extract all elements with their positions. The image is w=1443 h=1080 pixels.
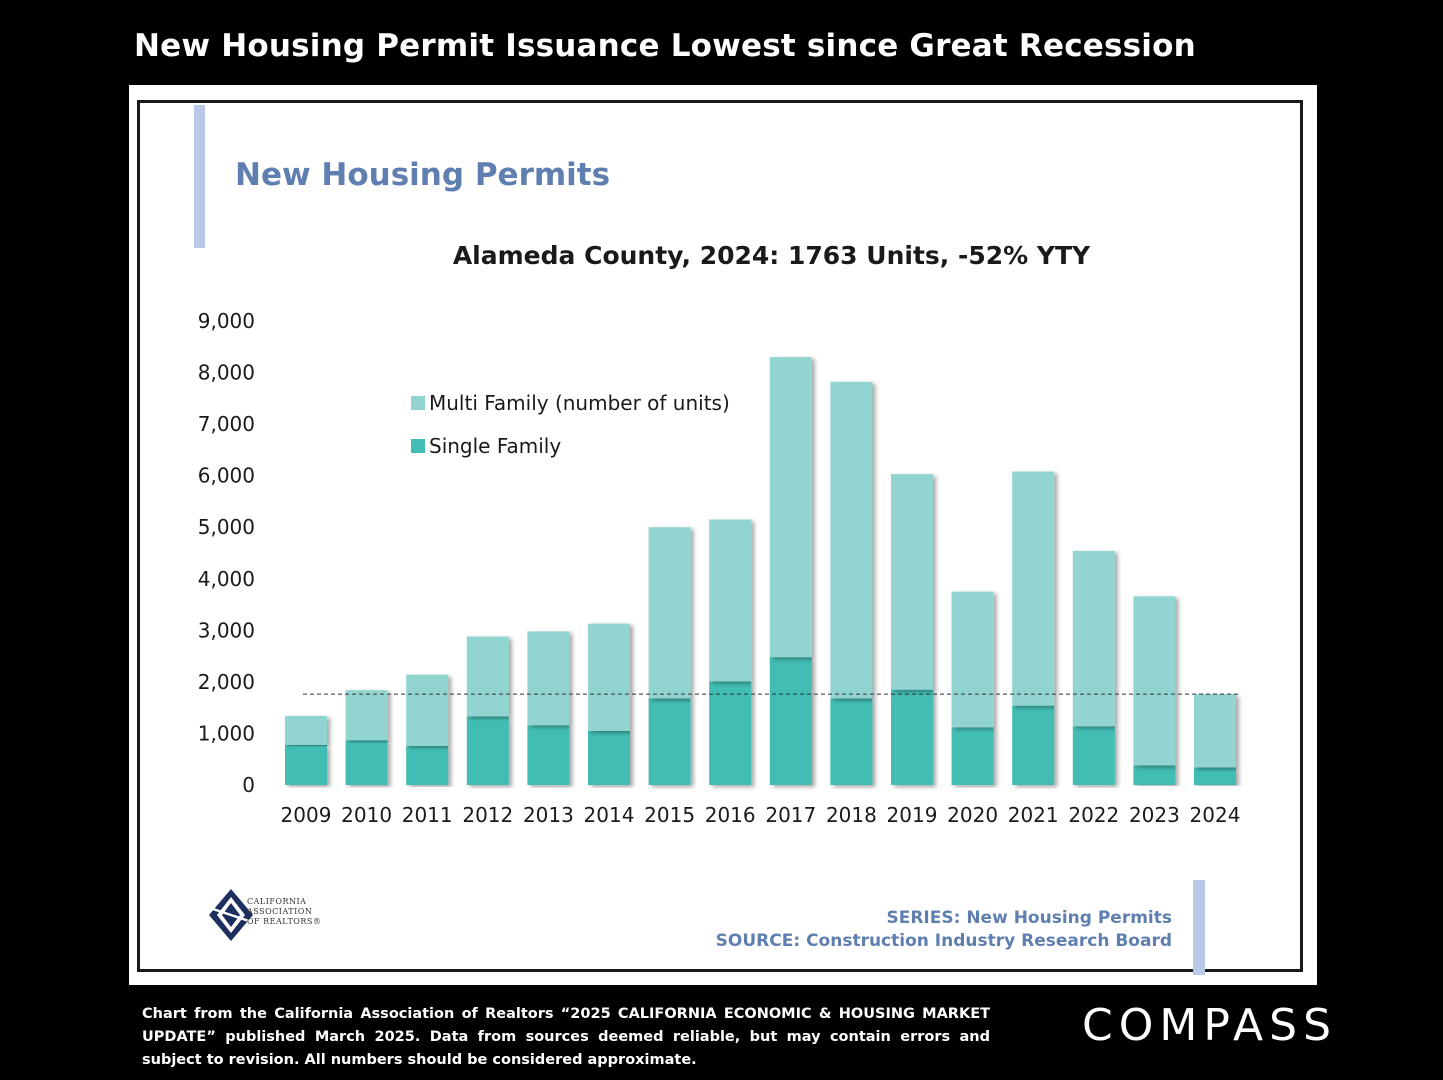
- bar-segment: [830, 381, 873, 699]
- bar-segment: [1012, 705, 1055, 785]
- bar-segment: [588, 730, 630, 785]
- bar-segment: [951, 591, 994, 728]
- x-tick-label: 2019: [887, 803, 938, 827]
- bar-segment: [951, 727, 994, 785]
- page-headline: New Housing Permit Issuance Lowest since…: [134, 28, 1196, 64]
- slide-title: New Housing Permits: [235, 157, 611, 193]
- x-tick-label: 2011: [402, 803, 453, 827]
- bar-segment: [1072, 550, 1115, 727]
- accent-bar-bottom: [1193, 880, 1205, 975]
- bar-segment: [1133, 596, 1176, 766]
- bar-segment: [891, 474, 933, 690]
- legend-swatch: [411, 439, 425, 453]
- slide-panel: New Housing Permits Alameda County, 2024…: [129, 85, 1317, 985]
- bar-segment: [1133, 765, 1176, 785]
- y-tick-label: 5,000: [198, 515, 255, 539]
- bar-segment: [285, 715, 327, 745]
- bar-segment: [1012, 471, 1055, 706]
- x-tick-label: 2021: [1008, 803, 1059, 827]
- bar-segment: [406, 674, 449, 746]
- bar-segment: [709, 681, 752, 785]
- x-axis: 2009 2010 2011 2012 2013 2014 2015 2016 2017 2018…: [281, 803, 1241, 827]
- bar-segment: [588, 623, 630, 731]
- slide-frame: [137, 100, 1303, 972]
- bar-segment: [648, 527, 691, 699]
- bar-segment: [466, 636, 509, 717]
- y-tick-label: 6,000: [198, 464, 255, 488]
- bar-segment: [769, 357, 812, 658]
- legend-swatch: [411, 396, 425, 410]
- legend-label: Single Family: [429, 434, 561, 458]
- x-tick-label: 2020: [947, 803, 998, 827]
- y-tick-label: 9,000: [198, 309, 255, 333]
- y-tick-label: 1,000: [198, 721, 255, 745]
- x-tick-label: 2016: [705, 803, 756, 827]
- y-tick-label: 0: [242, 773, 255, 797]
- legend-label: Multi Family (number of units): [429, 391, 730, 415]
- source-label: SOURCE: Construction Industry Research B…: [715, 931, 1172, 951]
- car-logo-icon: [209, 889, 253, 941]
- bar-segment: [466, 716, 509, 785]
- compass-logo: COMPASS: [1082, 1000, 1337, 1051]
- bar-segment: [648, 698, 691, 785]
- legend: Multi Family (number of units) Single Fam…: [411, 391, 730, 458]
- bar-segment: [1194, 767, 1236, 785]
- x-tick-label: 2017: [765, 803, 816, 827]
- x-tick-label: 2015: [644, 803, 695, 827]
- x-tick-label: 2009: [281, 803, 332, 827]
- bar-segment: [1072, 726, 1115, 785]
- bar-chart: 0 1,000 2,000 3,000 4,000 5,000 6,000 7,000 8,00…: [198, 309, 1241, 827]
- y-tick-label: 7,000: [198, 412, 255, 436]
- y-axis: 0 1,000 2,000 3,000 4,000 5,000 6,000 7,000 8,00…: [198, 309, 255, 797]
- bar-segment: [527, 631, 570, 726]
- series-source-note: SERIES: New Housing Permits SOURCE: Cons…: [716, 907, 1172, 953]
- y-tick-label: 3,000: [198, 618, 255, 642]
- bar-segment: [891, 689, 933, 785]
- x-tick-label: 2022: [1068, 803, 1119, 827]
- x-tick-label: 2012: [462, 803, 513, 827]
- chart-title: Alameda County, 2024: 1763 Units, -52% Y…: [452, 241, 1091, 270]
- y-tick-label: 8,000: [198, 361, 255, 385]
- bar-segment: [345, 690, 388, 741]
- bar-segment: [830, 698, 873, 785]
- bar-segment: [406, 745, 449, 785]
- bar-segment: [769, 657, 812, 785]
- bar-segment: [345, 740, 388, 785]
- x-tick-label: 2013: [523, 803, 574, 827]
- accent-bar-top: [194, 105, 205, 248]
- car-logo-text: CALIFORNIA ASSOCIATION OF REALTORS®: [247, 897, 322, 926]
- bar-segment: [285, 744, 327, 785]
- x-tick-label: 2024: [1190, 803, 1241, 827]
- y-tick-label: 4,000: [198, 567, 255, 591]
- bars: [285, 357, 1236, 785]
- series-label: SERIES: New Housing Permits: [886, 908, 1172, 928]
- x-tick-label: 2014: [584, 803, 635, 827]
- y-tick-label: 2,000: [198, 670, 255, 694]
- bar-segment: [527, 725, 570, 785]
- bar-segment: [1194, 694, 1236, 768]
- bar-segment: [709, 519, 752, 682]
- x-tick-label: 2018: [826, 803, 877, 827]
- footnote: Chart from the California Association of…: [142, 1006, 990, 1068]
- x-tick-label: 2023: [1129, 803, 1180, 827]
- x-tick-label: 2010: [341, 803, 392, 827]
